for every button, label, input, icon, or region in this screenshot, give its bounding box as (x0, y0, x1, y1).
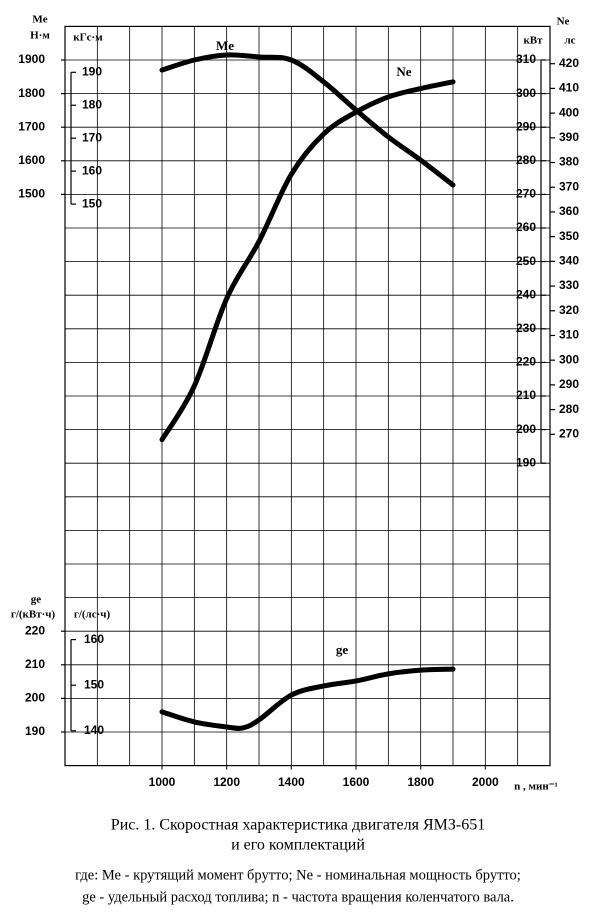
y-tick-label: 340 (559, 254, 579, 268)
y-tick-label: 420 (559, 56, 579, 70)
x-tick-label: 1000 (149, 775, 176, 789)
y-tick-label: 210 (25, 657, 45, 671)
y-tick-label: 370 (559, 179, 579, 193)
note: gе - удельный расход топлива; n - частот… (82, 889, 514, 905)
y-tick-label: 1500 (18, 187, 45, 201)
y-axis-title: Mе (32, 14, 47, 26)
y-tick-label: 190 (82, 64, 102, 78)
y-axis-title: Nе (557, 16, 570, 28)
y-tick-label: 310 (559, 328, 579, 342)
y-tick-label: 210 (516, 388, 536, 402)
x-tick-label: 1800 (407, 775, 434, 789)
y-tick-label: 140 (84, 723, 104, 737)
x-axis-label: n , мин⁻¹ (514, 781, 558, 793)
y-tick-label: 160 (82, 163, 102, 177)
y-axis-title: кВт (523, 35, 543, 47)
y-tick-label: 200 (25, 691, 45, 705)
y-tick-label: 150 (84, 677, 104, 691)
y-tick-label: 250 (516, 254, 536, 268)
y-tick-label: 1600 (18, 153, 45, 167)
y-axis-title: лс (564, 35, 575, 47)
y-tick-label: 190 (516, 455, 536, 469)
y-tick-label: 290 (516, 119, 536, 133)
caption: и его комплектаций (231, 837, 365, 854)
y-tick-label: 1800 (18, 86, 45, 100)
y-tick-label: 360 (559, 204, 579, 218)
y-tick-label: 270 (559, 426, 579, 440)
caption: Рис. 1. Скоростная характеристика двигат… (111, 817, 485, 834)
y-tick-label: 200 (516, 422, 536, 436)
y-tick-label: 270 (516, 187, 536, 201)
x-tick-label: 1200 (213, 775, 240, 789)
y-tick-label: 290 (559, 377, 579, 391)
y-tick-label: 280 (559, 402, 579, 416)
y-tick-label: 310 (516, 52, 536, 66)
y-axis-title: gе (31, 594, 42, 606)
y-tick-label: 170 (82, 130, 102, 144)
y-axis-title: г/(лс·ч) (74, 609, 111, 621)
y-tick-label: 260 (516, 220, 536, 234)
x-tick-label: 1400 (278, 775, 305, 789)
curve-label: gе (336, 642, 349, 657)
y-axis-title: кГс·м (73, 32, 103, 44)
x-tick-label: 1600 (343, 775, 370, 789)
y-tick-label: 300 (559, 352, 579, 366)
y-tick-label: 400 (559, 105, 579, 119)
y-tick-label: 240 (516, 287, 536, 301)
note: где: Ме - крутящий момент брутто; Nе - н… (75, 867, 521, 883)
x-tick-label: 2000 (472, 775, 499, 789)
curve (159, 666, 456, 731)
y-axis-title: г/(кВт·ч) (11, 609, 56, 621)
y-axis-title: Н·м (30, 30, 50, 42)
y-tick-label: 350 (559, 229, 579, 243)
y-tick-label: 300 (516, 86, 536, 100)
y-tick-label: 1900 (18, 52, 45, 66)
grid (64, 25, 551, 767)
y-tick-label: 220 (516, 355, 536, 369)
y-tick-label: 390 (559, 130, 579, 144)
y-tick-label: 230 (516, 321, 536, 335)
curve (159, 52, 456, 188)
y-tick-label: 320 (559, 303, 579, 317)
curve-label: Mе (216, 38, 234, 53)
y-tick-label: 380 (559, 155, 579, 169)
y-tick-label: 280 (516, 153, 536, 167)
y-tick-label: 410 (559, 81, 579, 95)
y-tick-label: 160 (84, 632, 104, 646)
y-tick-label: 330 (559, 278, 579, 292)
curve-label: Nе (396, 64, 411, 79)
y-tick-label: 220 (25, 623, 45, 637)
y-tick-label: 180 (82, 97, 102, 111)
curve (159, 79, 456, 443)
frame (64, 25, 551, 767)
y-tick-label: 1700 (18, 119, 45, 133)
y-tick-label: 150 (82, 196, 102, 210)
y-tick-label: 190 (25, 724, 45, 738)
